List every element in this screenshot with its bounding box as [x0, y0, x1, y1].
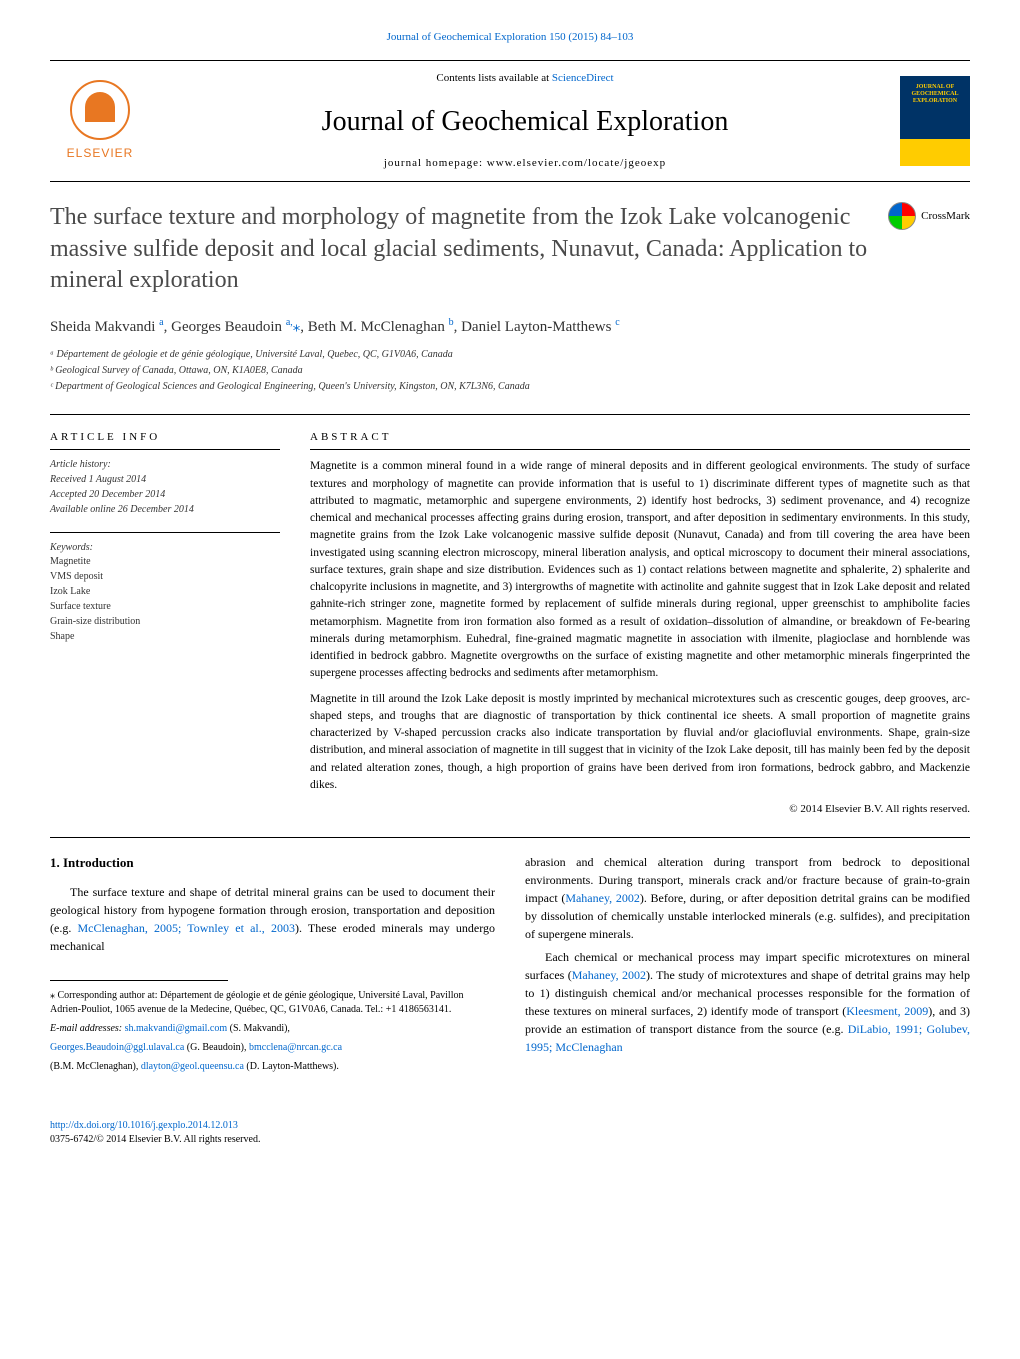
abstract-header: abstract — [310, 430, 970, 450]
author-2: , Georges Beaudoin — [164, 319, 286, 335]
abstract-p1: Magnetite is a common mineral found in a… — [310, 458, 970, 682]
ref-mcclenaghan-2005[interactable]: McClenaghan, 2005; Townley et al., 2003 — [78, 921, 295, 935]
affiliation-c: ᶜ Department of Geological Sciences and … — [50, 380, 970, 394]
article-history: Article history: Received 1 August 2014 … — [50, 458, 280, 517]
sciencedirect-link[interactable]: ScienceDirect — [552, 72, 614, 84]
email-layton-matthews[interactable]: dlayton@geol.queensu.ca — [141, 1061, 244, 1072]
header-center: Contents lists available at ScienceDirec… — [150, 71, 900, 171]
email-label: E-mail addresses: — [50, 1023, 125, 1034]
keyword-3: Izok Lake — [50, 585, 280, 599]
email2-who: (G. Beaudoin), — [184, 1042, 249, 1053]
corresponding-author: ⁎ Corresponding author at: Département d… — [50, 989, 495, 1017]
keyword-2: VMS deposit — [50, 570, 280, 584]
online-date: Available online 26 December 2014 — [50, 503, 280, 517]
received-date: Received 1 August 2014 — [50, 473, 280, 487]
contents-line: Contents lists available at ScienceDirec… — [150, 71, 900, 86]
article-info-header: article info — [50, 430, 280, 450]
email4-who: (D. Layton-Matthews). — [244, 1061, 339, 1072]
body-right-column: abrasion and chemical alteration during … — [525, 853, 970, 1079]
keyword-1: Magnetite — [50, 555, 280, 569]
body-columns: 1. Introduction The surface texture and … — [50, 853, 970, 1079]
cover-line3: EXPLORATION — [913, 98, 957, 105]
crossmark-icon — [888, 202, 916, 230]
intro-p1: The surface texture and shape of detrita… — [50, 883, 495, 955]
cover-line1: JOURNAL OF — [916, 84, 955, 91]
crossmark-label: CrossMark — [921, 209, 970, 224]
keywords-list: Magnetite VMS deposit Izok Lake Surface … — [50, 555, 280, 644]
keyword-6: Shape — [50, 630, 280, 644]
paper-title: The surface texture and morphology of ma… — [50, 202, 888, 296]
copyright-line: © 2014 Elsevier B.V. All rights reserved… — [310, 802, 970, 817]
issn-copyright: 0375-6742/© 2014 Elsevier B.V. All right… — [50, 1133, 970, 1147]
info-abstract-row: article info Article history: Received 1… — [50, 414, 970, 818]
footer: http://dx.doi.org/10.1016/j.gexplo.2014.… — [50, 1119, 970, 1147]
email3-who: (B.M. McClenaghan), — [50, 1061, 141, 1072]
journal-reference: Journal of Geochemical Exploration 150 (… — [50, 30, 970, 45]
ref-kleesment-2009[interactable]: Kleesment, 2009 — [846, 1004, 928, 1018]
affiliation-b: ᵇ Geological Survey of Canada, Ottawa, O… — [50, 364, 970, 378]
cover-line2: GEOCHEMICAL — [911, 91, 958, 98]
ref-mahaney-2002-a[interactable]: Mahaney, 2002 — [565, 891, 640, 905]
email-line-2: Georges.Beaudoin@ggl.ulaval.ca (G. Beaud… — [50, 1041, 495, 1055]
footnote-block: ⁎ Corresponding author at: Département d… — [50, 989, 495, 1074]
abstract-text: Magnetite is a common mineral found in a… — [310, 458, 970, 794]
email1-who: (S. Makvandi), — [227, 1023, 290, 1034]
author-2-sup: a, — [286, 317, 293, 328]
body-left-column: 1. Introduction The surface texture and … — [50, 853, 495, 1079]
doi-link[interactable]: http://dx.doi.org/10.1016/j.gexplo.2014.… — [50, 1120, 238, 1131]
contents-prefix: Contents lists available at — [436, 72, 551, 84]
section-1-title: 1. Introduction — [50, 853, 495, 873]
journal-header: ELSEVIER Contents lists available at Sci… — [50, 60, 970, 182]
history-label: Article history: — [50, 458, 280, 472]
intro-p2: Each chemical or mechanical process may … — [525, 948, 970, 1056]
author-3: , Beth M. McClenaghan — [300, 319, 448, 335]
body-divider — [50, 837, 970, 838]
elsevier-text: ELSEVIER — [67, 145, 134, 162]
title-section: The surface texture and morphology of ma… — [50, 202, 970, 296]
author-4: , Daniel Layton-Matthews — [454, 319, 616, 335]
abstract-p2: Magnetite in till around the Izok Lake d… — [310, 691, 970, 795]
email-makvandi[interactable]: sh.makvandi@gmail.com — [125, 1023, 228, 1034]
authors-line: Sheida Makvandi a, Georges Beaudoin a,⁎,… — [50, 316, 970, 338]
journal-ref-link[interactable]: Journal of Geochemical Exploration 150 (… — [387, 31, 634, 43]
homepage-url: www.elsevier.com/locate/jgeoexp — [487, 157, 666, 169]
email-addresses: E-mail addresses: sh.makvandi@gmail.com … — [50, 1022, 495, 1036]
footnote-divider — [50, 980, 228, 981]
homepage-prefix: journal homepage: — [384, 157, 487, 169]
elsevier-logo: ELSEVIER — [50, 71, 150, 171]
journal-title: Journal of Geochemical Exploration — [150, 102, 900, 141]
ref-mahaney-2002-b[interactable]: Mahaney, 2002 — [572, 968, 646, 982]
email-line-3: (B.M. McClenaghan), dlayton@geol.queensu… — [50, 1060, 495, 1074]
accepted-date: Accepted 20 December 2014 — [50, 488, 280, 502]
crossmark-badge[interactable]: CrossMark — [888, 202, 970, 230]
email-beaudoin[interactable]: Georges.Beaudoin@ggl.ulaval.ca — [50, 1042, 184, 1053]
email-mcclenaghan[interactable]: bmcclena@nrcan.gc.ca — [249, 1042, 342, 1053]
elsevier-tree-icon — [70, 80, 130, 140]
journal-cover-thumbnail: JOURNAL OF GEOCHEMICAL EXPLORATION — [900, 76, 970, 166]
author-1: Sheida Makvandi — [50, 319, 159, 335]
affiliations: ᵃ Département de géologie et de génie gé… — [50, 348, 970, 394]
homepage-line: journal homepage: www.elsevier.com/locat… — [150, 156, 900, 171]
article-info-column: article info Article history: Received 1… — [50, 430, 280, 818]
abstract-column: abstract Magnetite is a common mineral f… — [310, 430, 970, 818]
keywords-label: Keywords: — [50, 532, 280, 555]
affiliation-a: ᵃ Département de géologie et de génie gé… — [50, 348, 970, 362]
intro-p1-cont: abrasion and chemical alteration during … — [525, 853, 970, 943]
author-4-sup: c — [615, 317, 619, 328]
keyword-4: Surface texture — [50, 600, 280, 614]
keyword-5: Grain-size distribution — [50, 615, 280, 629]
